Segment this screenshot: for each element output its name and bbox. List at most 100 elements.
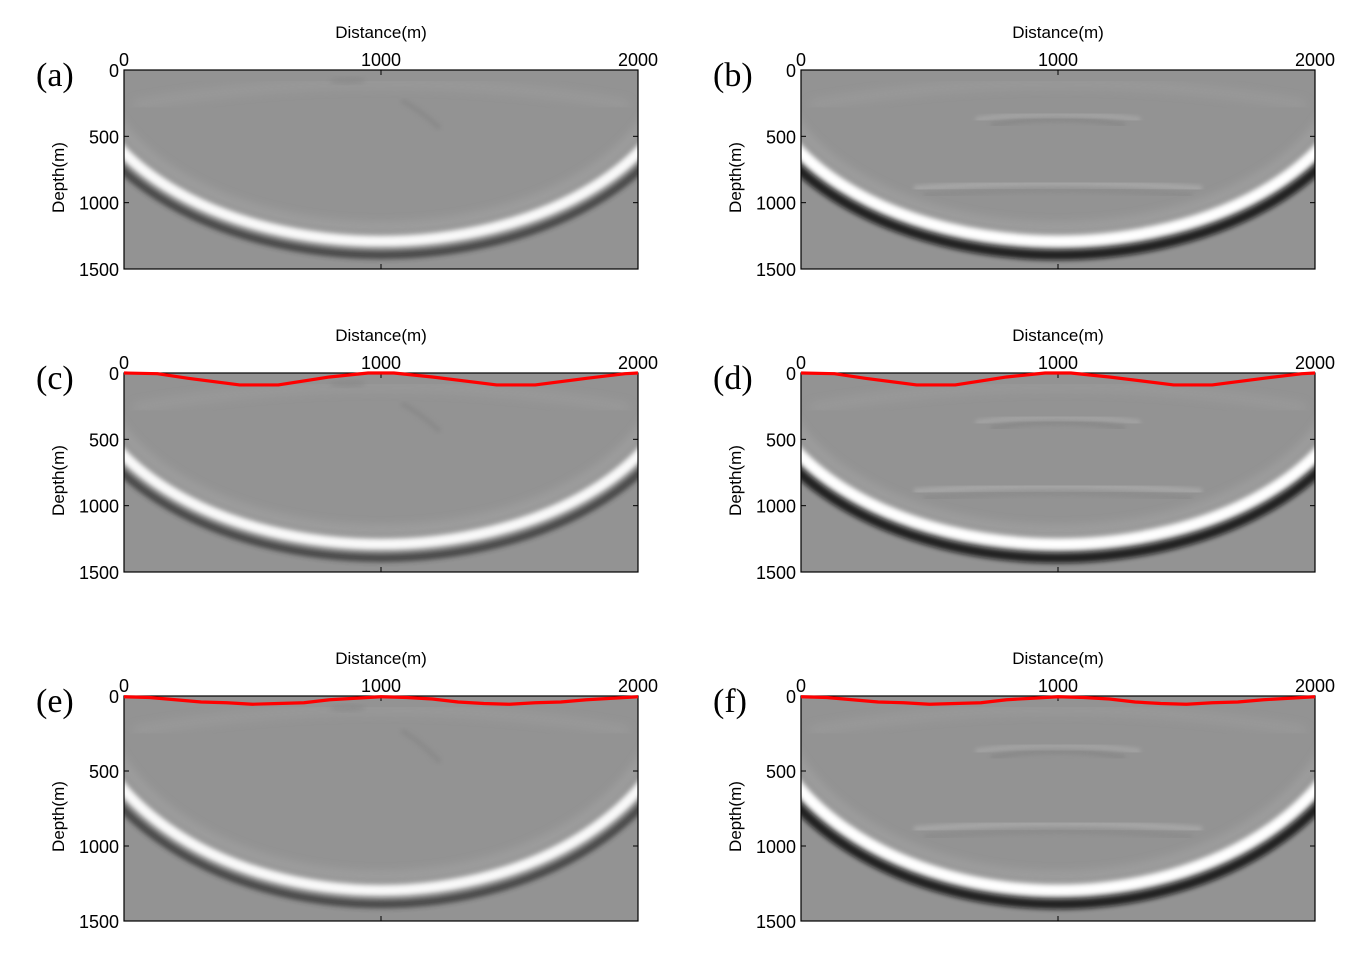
wavefront-dark [801, 164, 1315, 261]
wavefront-bright [801, 780, 1315, 897]
x-tick-label: 1000 [361, 50, 401, 70]
surface-topography-line [123, 371, 639, 387]
x-tick-label: 0 [796, 353, 806, 373]
reflector-event [990, 117, 1126, 128]
seismic-image [801, 696, 1315, 921]
x-tick-label: 2000 [618, 676, 658, 696]
wavefront-dark [124, 804, 638, 909]
reflector-event [975, 414, 1141, 426]
surface-topography-line [800, 695, 1316, 706]
y-tick-label: 1500 [756, 260, 796, 280]
reflector-event [924, 187, 1192, 198]
point-artifact [329, 76, 366, 85]
image-background [124, 696, 638, 921]
image-background [801, 696, 1315, 921]
reflector-event [975, 111, 1141, 123]
y-axis-label: Depth(m) [49, 445, 68, 516]
diffraction-arc [133, 706, 629, 734]
y-tick-label: 1500 [756, 912, 796, 932]
panel-label: (a) [36, 57, 74, 94]
surface-topography-line [123, 695, 639, 706]
diffraction-arc [810, 80, 1306, 108]
reflector-event [990, 420, 1126, 431]
x-tick-label: 0 [119, 50, 129, 70]
wavefront-dark [801, 802, 1315, 910]
diffraction-arc [133, 80, 629, 108]
wavefront-tail [801, 760, 1315, 880]
panel-label: (b) [713, 57, 753, 94]
wavefront-tail [124, 125, 638, 231]
reflector-event [913, 180, 1203, 192]
y-axis-label: Depth(m) [726, 142, 745, 213]
panel-a: 0 1000 2000 0 500 1000 1500 Distance(m) Depth(m)… [36, 23, 658, 280]
wavefront-tail [801, 125, 1315, 231]
x-tick-label: 1000 [361, 676, 401, 696]
seismic-image [801, 70, 1315, 269]
wavefront-dark [124, 165, 638, 260]
reflector-event [913, 483, 1203, 495]
diffraction-tail [400, 401, 442, 434]
panel-label: (c) [36, 360, 74, 397]
x-axis-label: Distance(m) [335, 23, 427, 42]
reflector-event [913, 820, 1203, 833]
x-tick-label: 0 [119, 353, 129, 373]
x-tick-label: 2000 [618, 353, 658, 373]
diffraction-arc [810, 383, 1306, 411]
panel-d: 0 1000 2000 0 500 1000 1500 Distance(m) Depth(m)… [713, 326, 1335, 583]
wavefront-tail [801, 428, 1315, 534]
y-tick-label: 1000 [79, 194, 119, 214]
y-tick-label: 0 [786, 61, 796, 81]
point-artifact [329, 379, 366, 388]
panel-b: 0 1000 2000 0 500 1000 1500 Distance(m) Depth(m)… [713, 23, 1335, 280]
diffraction-arc [810, 706, 1306, 734]
x-tick-label: 0 [796, 50, 806, 70]
panel-label: (f) [713, 683, 747, 720]
y-tick-label: 500 [89, 762, 119, 782]
x-tick-label: 1000 [1038, 353, 1078, 373]
x-tick-label: 1000 [361, 353, 401, 373]
x-tick-label: 2000 [1295, 353, 1335, 373]
y-tick-label: 1000 [79, 837, 119, 857]
panel-label: (e) [36, 683, 74, 720]
seismic-image [801, 373, 1315, 572]
y-tick-label: 0 [109, 61, 119, 81]
y-tick-label: 1500 [79, 260, 119, 280]
y-tick-label: 1500 [79, 563, 119, 583]
y-tick-label: 500 [89, 430, 119, 450]
x-tick-label: 2000 [1295, 50, 1335, 70]
wavefront-tail [124, 760, 638, 880]
y-tick-label: 0 [786, 364, 796, 384]
y-tick-label: 0 [109, 364, 119, 384]
diffraction-tail [400, 98, 442, 131]
wavefront-bright [124, 781, 638, 896]
x-axis-label: Distance(m) [335, 326, 427, 345]
reflector-event [975, 743, 1141, 754]
x-axis-label: Distance(m) [1012, 23, 1104, 42]
seismic-image [124, 373, 638, 572]
y-tick-label: 0 [786, 687, 796, 707]
surface-topography-line [800, 371, 1316, 387]
y-axis-label: Depth(m) [726, 781, 745, 852]
reflector-event [990, 749, 1126, 760]
x-tick-label: 2000 [618, 50, 658, 70]
y-tick-label: 500 [766, 127, 796, 147]
seismic-image [124, 696, 638, 921]
y-tick-label: 1000 [756, 837, 796, 857]
reflector-event [924, 490, 1192, 501]
y-axis-label: Depth(m) [49, 781, 68, 852]
y-tick-label: 1000 [756, 194, 796, 214]
y-axis-label: Depth(m) [49, 142, 68, 213]
x-tick-label: 1000 [1038, 676, 1078, 696]
wavefront-bright [801, 446, 1315, 551]
wavefront-bright [801, 143, 1315, 248]
wavefront-bright [124, 447, 638, 550]
panel-c: 0 1000 2000 0 500 1000 1500 Distance(m) Depth(m)… [36, 326, 658, 583]
x-tick-label: 0 [119, 676, 129, 696]
y-tick-label: 500 [89, 127, 119, 147]
x-axis-label: Distance(m) [335, 649, 427, 668]
point-artifact [329, 704, 366, 712]
panel-f: 0 1000 2000 0 500 1000 1500 Distance(m) Depth(m)… [713, 649, 1335, 932]
x-tick-label: 2000 [1295, 676, 1335, 696]
panel-e: 0 1000 2000 0 500 1000 1500 Distance(m) Depth(m)… [36, 649, 658, 932]
